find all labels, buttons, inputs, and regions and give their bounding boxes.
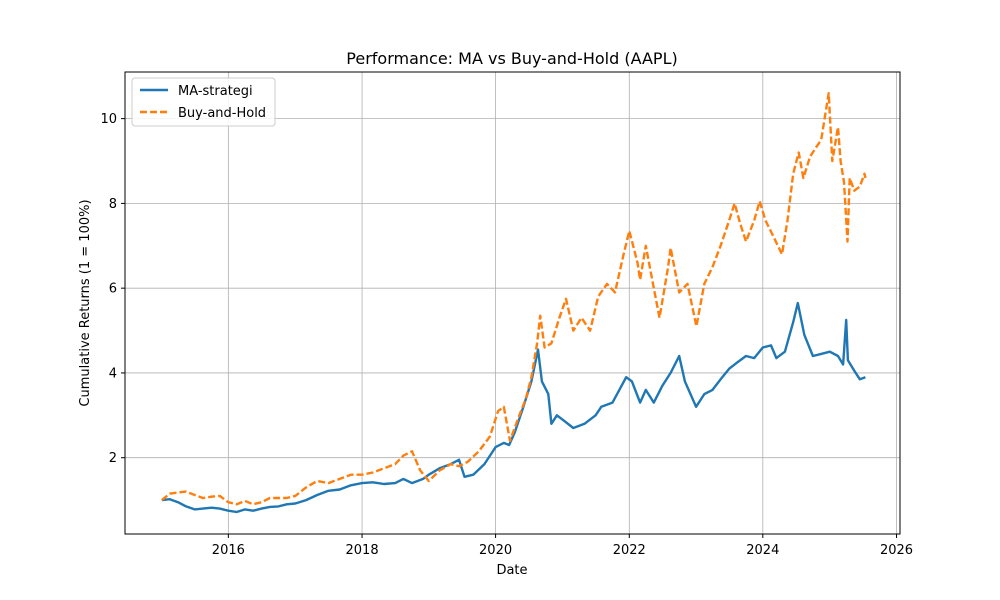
series-line-buy-and-hold [161,92,867,506]
y-tick-label: 10 [100,112,117,127]
legend-label-ma-strategi: MA-strategi [178,84,253,99]
x-axis-title: Date [496,563,527,578]
series-line-ma-strategi [161,301,866,514]
legend: MA-strategi Buy-and-Hold [131,77,276,127]
y-tick-label: 8 [109,197,117,212]
x-tick-label: 2026 [880,543,913,558]
x-tick-label: 2020 [479,543,512,558]
y-tick-label: 2 [109,451,117,466]
x-tick-label: 2016 [212,543,245,558]
grid [125,72,900,534]
chart-title: Performance: MA vs Buy-and-Hold (AAPL) [346,49,677,68]
series-layer [161,92,867,514]
x-tick-label: 2018 [346,543,379,558]
x-tick-label: 2024 [746,543,779,558]
y-axis: 2 4 6 8 10 [100,112,125,466]
y-tick-label: 6 [109,282,117,297]
plot-frame [124,71,901,535]
x-axis: 2016 2018 2020 2022 2024 2026 [212,534,913,558]
legend-label-buy-and-hold: Buy-and-Hold [178,106,266,121]
x-tick-label: 2022 [613,543,646,558]
y-axis-title: Cumulative Returns (1 = 100%) [78,199,93,406]
y-tick-label: 4 [109,366,117,381]
